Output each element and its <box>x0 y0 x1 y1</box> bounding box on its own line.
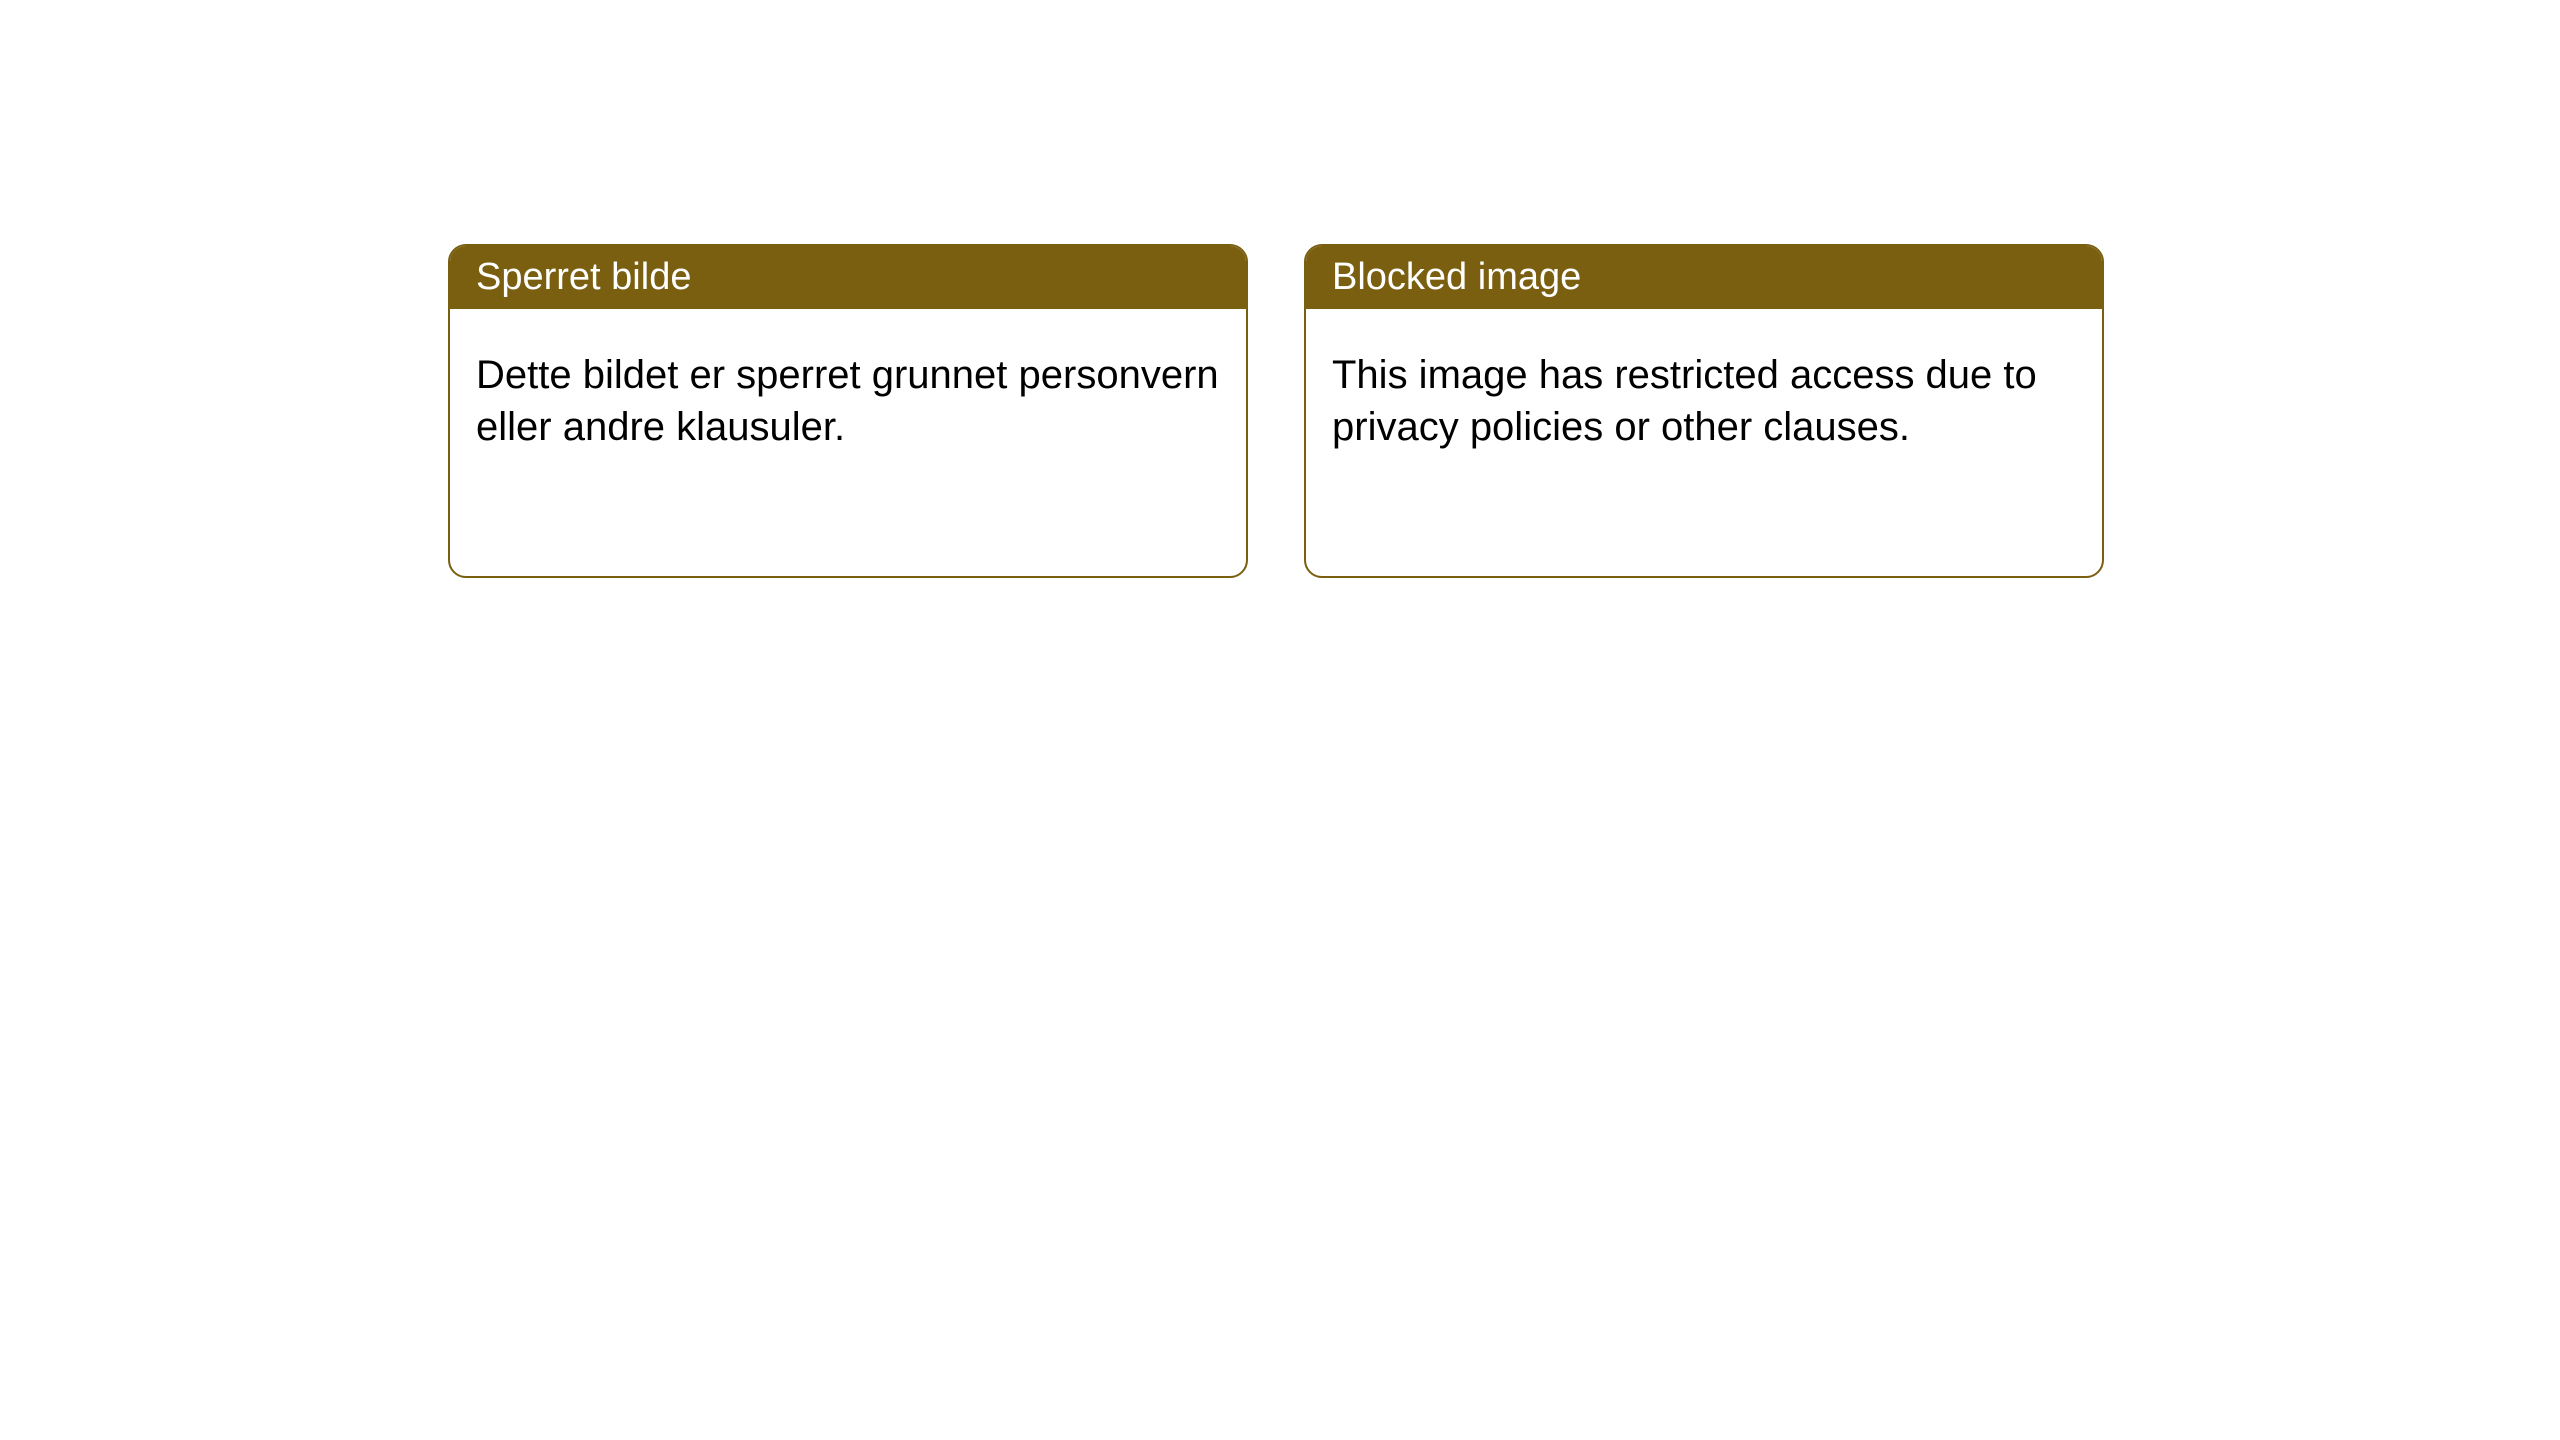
notice-header-english: Blocked image <box>1306 246 2102 309</box>
notice-body-norwegian: Dette bildet er sperret grunnet personve… <box>450 309 1246 493</box>
notice-header-norwegian: Sperret bilde <box>450 246 1246 309</box>
notice-title-english: Blocked image <box>1332 256 1581 298</box>
notice-text-norwegian: Dette bildet er sperret grunnet personve… <box>476 353 1219 449</box>
notice-text-english: This image has restricted access due to … <box>1332 353 2037 449</box>
notice-title-norwegian: Sperret bilde <box>476 256 691 298</box>
notice-box-norwegian: Sperret bilde Dette bildet er sperret gr… <box>448 244 1248 578</box>
notice-body-english: This image has restricted access due to … <box>1306 309 2102 493</box>
notice-container: Sperret bilde Dette bildet er sperret gr… <box>0 0 2560 578</box>
notice-box-english: Blocked image This image has restricted … <box>1304 244 2104 578</box>
